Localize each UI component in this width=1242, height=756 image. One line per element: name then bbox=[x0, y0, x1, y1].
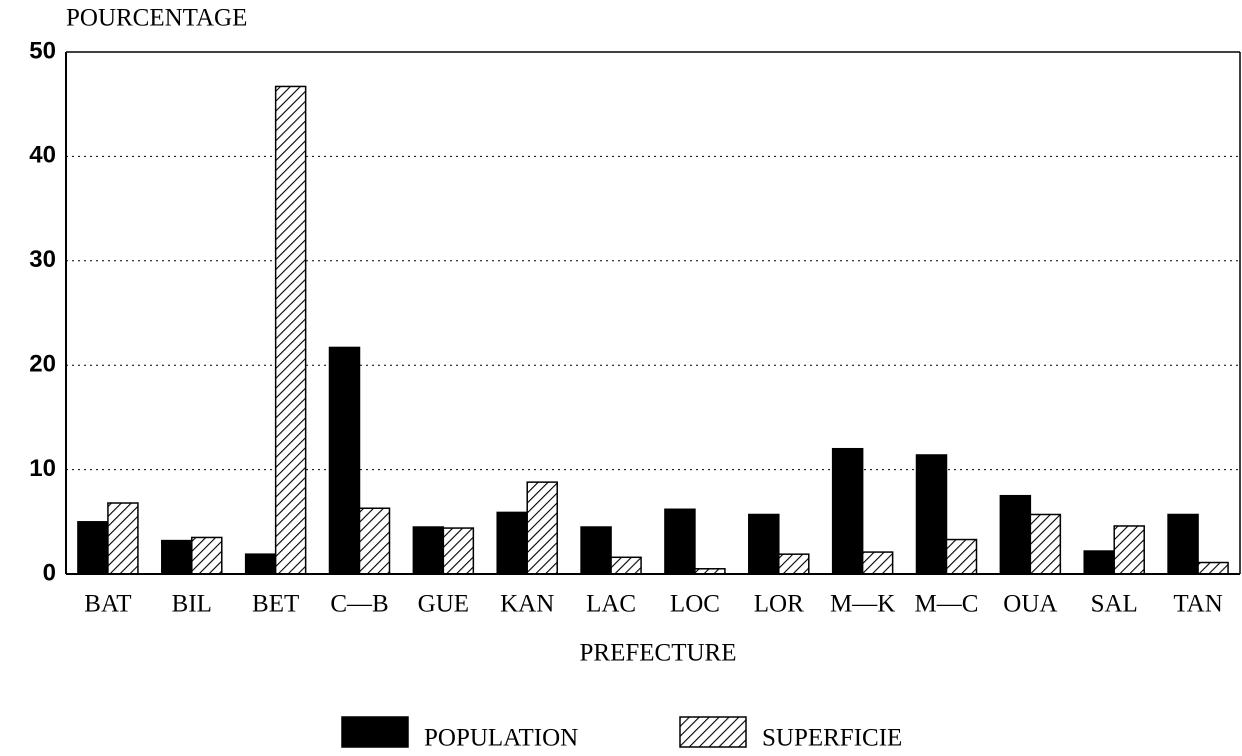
x-tick-label: LOC bbox=[670, 591, 720, 618]
bar bbox=[358, 507, 391, 575]
bar bbox=[496, 511, 528, 575]
bar bbox=[526, 481, 558, 575]
bar bbox=[412, 526, 445, 575]
y-tick-label: 10 bbox=[29, 455, 56, 482]
x-tick-label: BET bbox=[252, 591, 299, 618]
bar bbox=[861, 551, 894, 575]
bar bbox=[831, 447, 864, 575]
y-tick-label: 40 bbox=[29, 142, 56, 169]
x-tick-label: SAL bbox=[1091, 591, 1138, 618]
legend-swatch bbox=[341, 716, 409, 748]
x-tick-label: TAN bbox=[1173, 591, 1222, 618]
bar bbox=[580, 526, 612, 575]
bar bbox=[1083, 550, 1115, 575]
y-tick-label: 0 bbox=[43, 559, 56, 586]
bar bbox=[945, 538, 978, 575]
bar bbox=[191, 536, 223, 575]
x-tick-label: BIL bbox=[172, 591, 212, 618]
bar bbox=[328, 346, 361, 575]
legend-swatch bbox=[679, 716, 747, 748]
bar bbox=[915, 454, 948, 575]
x-tick-label: KAN bbox=[500, 591, 554, 618]
y-tick-label: 50 bbox=[29, 37, 56, 64]
x-axis-title: PREFECTURE bbox=[580, 640, 737, 667]
x-tick-label: LOR bbox=[754, 591, 804, 618]
x-tick-label: OUA bbox=[1003, 591, 1057, 618]
bar bbox=[664, 508, 696, 575]
x-tick-label: GUE bbox=[418, 591, 469, 618]
bar bbox=[107, 502, 139, 575]
bar bbox=[999, 494, 1032, 575]
legend-label: SUPERFICIE bbox=[762, 725, 902, 752]
x-tick-label: LAC bbox=[586, 591, 636, 618]
legend-label: POPULATION bbox=[424, 725, 578, 752]
bar bbox=[778, 553, 810, 575]
y-tick-label: 20 bbox=[29, 351, 56, 378]
bar bbox=[244, 553, 277, 575]
x-tick-label: C—B bbox=[330, 591, 388, 618]
bar bbox=[442, 527, 475, 575]
bar bbox=[1167, 513, 1199, 575]
x-tick-label: M—C bbox=[915, 591, 979, 618]
bar bbox=[610, 556, 642, 575]
bar bbox=[161, 539, 193, 575]
bar bbox=[274, 85, 307, 575]
y-tick-label: 30 bbox=[29, 246, 56, 273]
x-tick-label: M—K bbox=[830, 591, 895, 618]
bar bbox=[748, 513, 780, 575]
y-axis-title: POURCENTAGE bbox=[66, 5, 247, 32]
bar bbox=[77, 521, 109, 575]
x-tick-label: BAT bbox=[84, 591, 131, 618]
bar bbox=[1113, 525, 1145, 575]
bar bbox=[1197, 561, 1229, 575]
bar bbox=[1029, 513, 1062, 575]
